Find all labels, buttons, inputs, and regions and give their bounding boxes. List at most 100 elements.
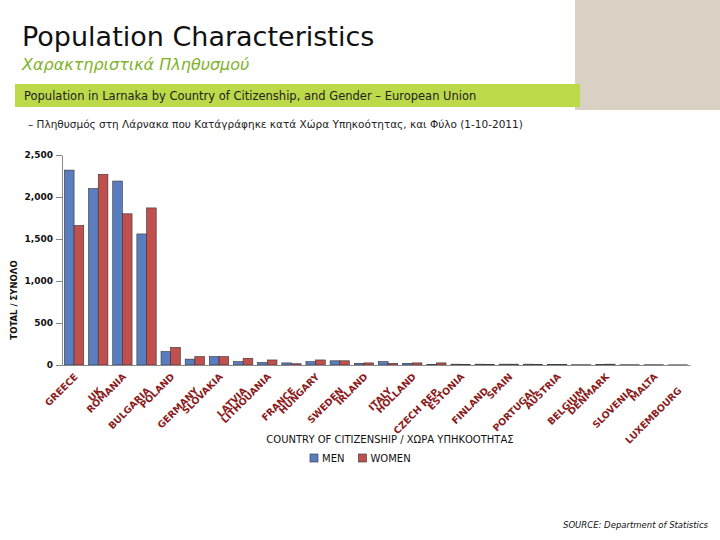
title: Population Characteristics [22,21,374,52]
y-axis-title: TOTAL / ΣΥΝΟΛΟ [9,260,19,339]
x-tick: SPAIN [484,365,514,401]
x-tick: LUXEMBOURG [623,365,684,446]
y-tick-label: 2,500 [25,150,53,160]
bar [509,364,519,365]
bar [605,364,615,365]
bar [620,364,630,365]
bar [306,362,316,365]
y-tick-mark [56,239,62,240]
x-tick-label: SPAIN [484,371,514,401]
y-tick-label: 1,000 [25,276,53,286]
bar [330,361,340,365]
bar [161,352,171,365]
chart-svg: Population Characteristics Χαρακτηριστικά… [0,0,720,540]
bar [219,357,229,365]
y-tick-label: 500 [34,318,53,328]
bar [427,364,437,365]
x-tick: ESTONIA [425,365,466,412]
bar [340,361,350,365]
y-tick-label: 2,000 [25,192,53,202]
bar [171,347,181,365]
bar [412,363,422,365]
banner [15,84,580,107]
legend-swatch [358,454,366,462]
bar [572,364,582,365]
bar [678,364,688,365]
bar [291,364,301,365]
bar [267,360,277,365]
bar [630,364,640,365]
x-axis: GREECEUKROMANIABULGARIAPOLANDGERMANYSLOV… [43,365,691,446]
y-tick-mark [56,197,62,198]
x-tick-label: GREECE [43,371,80,408]
bar [137,234,147,365]
bar [436,363,446,365]
bar [533,364,543,365]
bar [668,364,678,365]
bar [89,189,99,365]
x-axis-title: COUNTRY OF CITIZENSHIP / ΧΩΡΑ ΥΠΗΚΟΟΤΗΤΑ… [266,434,513,445]
legend-label: WOMEN [370,453,410,464]
y-tick: 1,500 [25,234,62,244]
y-tick: 2,000 [25,192,62,202]
x-tick-label: LUXEMBOURG [623,385,684,446]
x-tick: AUSTRIA [522,365,563,412]
bar [243,358,253,365]
x-tick: FINLAND [449,365,490,426]
y-tick: 500 [34,318,62,328]
bar [364,363,374,365]
bar [209,357,219,365]
bars [64,170,687,365]
x-axis-line [63,365,691,366]
y-tick-mark [56,155,62,156]
x-tick-label: POLAND [137,371,176,410]
bar [654,364,664,365]
bar [185,359,195,365]
bar [122,214,132,365]
source: SOURCE: Department of Statistics [563,520,709,530]
bar [403,363,413,365]
bar [233,362,243,365]
bar [64,170,74,365]
bar [461,364,471,365]
bar [523,364,533,365]
x-tick: MALTA [627,365,660,403]
bar [388,363,398,365]
x-tick: GREECE [43,365,80,408]
bar [316,360,326,365]
x-tick: IRLAND [334,365,370,407]
bar [485,364,495,365]
banner-text: Population in Larnaka by Country of Citi… [24,89,476,103]
greek-subtitle: – Πληθυσμός στη Λάρνακα που Κατάγράφηκε … [28,118,523,130]
y-axis: 0 500 1,000 1,500 2,000 2,500 [25,150,63,370]
x-tick-label: FINLAND [449,385,490,426]
y-tick-label: 0 [47,360,53,370]
chart-container: Population Characteristics Χαρακτηριστικά… [0,0,720,540]
y-tick-mark [56,323,62,324]
x-tick-label: ESTONIA [425,371,466,412]
y-tick-mark [56,281,62,282]
bar [378,362,388,365]
legend-item: MEN [310,453,344,464]
legend-item: WOMEN [358,453,410,464]
bar [147,208,157,365]
bar [596,364,606,365]
subtitle: Χαρακτηριστικά Πληθυσμού [21,55,249,74]
bar [98,174,108,365]
series-bars [64,170,678,365]
bar [258,362,268,365]
x-tick-label: SLOVENIA [590,385,636,431]
bar [581,364,591,365]
y-tick-mark [56,365,62,366]
x-tick-label: AUSTRIA [522,371,563,412]
bar [113,181,123,365]
bar [557,364,567,365]
y-tick-label: 1,500 [25,234,53,244]
legend-swatch [310,454,318,462]
header-photo [575,0,720,110]
y-tick: 0 [47,360,62,370]
x-tick: POLAND [137,365,176,410]
y-axis-line [62,156,63,366]
bar [195,357,205,365]
bar [354,363,364,365]
